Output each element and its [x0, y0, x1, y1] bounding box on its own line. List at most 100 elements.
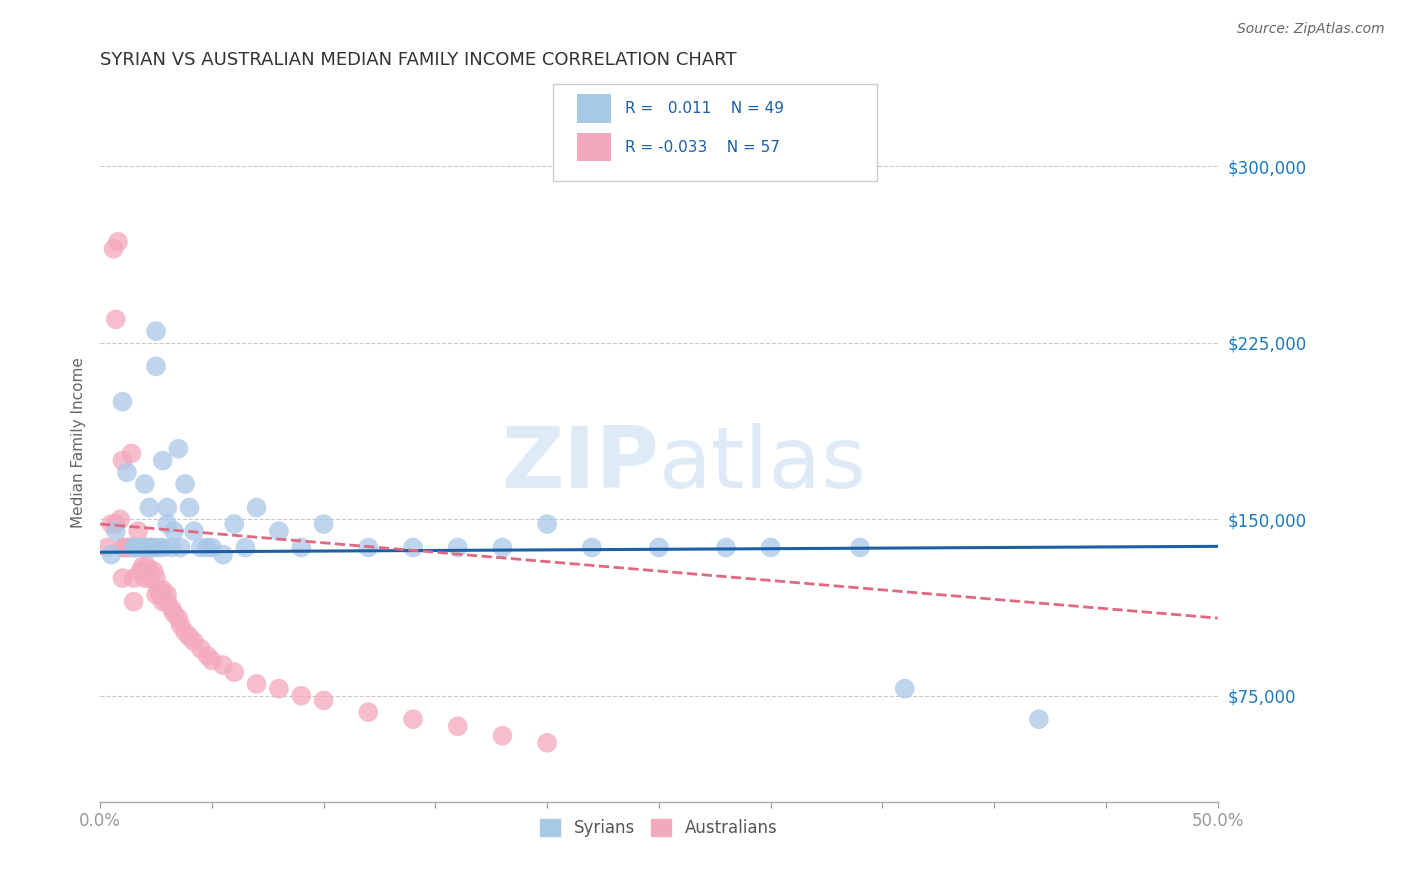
Point	[197, 541, 219, 555]
Point	[267, 524, 290, 538]
Point	[1028, 712, 1050, 726]
Point	[267, 681, 290, 696]
Point	[183, 634, 205, 648]
Point	[190, 641, 212, 656]
Point	[167, 611, 190, 625]
Point	[536, 736, 558, 750]
Point	[104, 524, 127, 538]
Point	[201, 653, 224, 667]
Point	[122, 571, 145, 585]
Point	[491, 729, 513, 743]
Point	[312, 693, 335, 707]
Point	[149, 588, 172, 602]
Point	[125, 541, 148, 555]
Point	[127, 524, 149, 538]
Point	[103, 242, 125, 256]
Point	[174, 625, 197, 640]
Point	[179, 500, 201, 515]
Text: R =   0.011    N = 49: R = 0.011 N = 49	[626, 101, 785, 116]
Point	[138, 500, 160, 515]
Point	[312, 516, 335, 531]
Point	[759, 541, 782, 555]
Point	[163, 607, 186, 621]
Point	[129, 541, 152, 555]
Point	[290, 541, 312, 555]
Point	[148, 541, 170, 555]
Point	[122, 594, 145, 608]
Point	[141, 541, 163, 555]
Point	[122, 541, 145, 555]
Point	[107, 235, 129, 249]
Point	[111, 541, 134, 555]
Point	[190, 541, 212, 555]
Point	[115, 465, 138, 479]
Point	[536, 516, 558, 531]
Point	[245, 677, 267, 691]
Point	[163, 524, 186, 538]
Point	[148, 582, 170, 597]
Point	[183, 524, 205, 538]
Point	[169, 541, 191, 555]
Point	[125, 541, 148, 555]
Point	[174, 477, 197, 491]
Point	[357, 705, 380, 719]
Point	[893, 681, 915, 696]
Point	[212, 658, 235, 673]
Point	[114, 541, 136, 555]
Text: ZIP: ZIP	[501, 423, 659, 506]
Point	[849, 541, 872, 555]
Point	[156, 500, 179, 515]
Point	[402, 541, 425, 555]
Point	[648, 541, 671, 555]
Point	[179, 630, 201, 644]
Point	[235, 541, 257, 555]
Point	[96, 541, 118, 555]
Text: R = -0.033    N = 57: R = -0.033 N = 57	[626, 139, 780, 154]
Point	[115, 541, 138, 555]
Point	[160, 601, 183, 615]
Point	[138, 541, 160, 555]
Point	[145, 571, 167, 585]
Point	[110, 512, 132, 526]
FancyBboxPatch shape	[578, 133, 610, 161]
Point	[145, 359, 167, 374]
Point	[111, 453, 134, 467]
Point	[111, 571, 134, 585]
Point	[447, 541, 470, 555]
Text: atlas: atlas	[659, 423, 868, 506]
Text: SYRIAN VS AUSTRALIAN MEDIAN FAMILY INCOME CORRELATION CHART: SYRIAN VS AUSTRALIAN MEDIAN FAMILY INCOM…	[100, 51, 737, 69]
FancyBboxPatch shape	[553, 84, 877, 181]
Point	[118, 541, 141, 555]
Point	[224, 665, 246, 680]
Point	[167, 442, 190, 456]
Text: Source: ZipAtlas.com: Source: ZipAtlas.com	[1237, 22, 1385, 37]
Point	[100, 516, 122, 531]
Point	[447, 719, 470, 733]
Point	[152, 582, 174, 597]
Point	[134, 477, 156, 491]
Point	[290, 689, 312, 703]
Point	[152, 541, 174, 555]
FancyBboxPatch shape	[578, 94, 610, 123]
Point	[141, 541, 163, 555]
Point	[581, 541, 603, 555]
Point	[224, 516, 246, 531]
Point	[122, 541, 145, 555]
Point	[152, 594, 174, 608]
Y-axis label: Median Family Income: Median Family Income	[72, 358, 86, 528]
Point	[131, 559, 153, 574]
Legend: Syrians, Australians: Syrians, Australians	[533, 812, 785, 844]
Point	[152, 453, 174, 467]
Point	[134, 541, 156, 555]
Point	[714, 541, 737, 555]
Point	[142, 564, 165, 578]
Point	[120, 446, 142, 460]
Point	[201, 541, 224, 555]
Point	[100, 548, 122, 562]
Point	[197, 648, 219, 663]
Point	[138, 564, 160, 578]
Point	[169, 618, 191, 632]
Point	[145, 324, 167, 338]
Point	[491, 541, 513, 555]
Point	[134, 541, 156, 555]
